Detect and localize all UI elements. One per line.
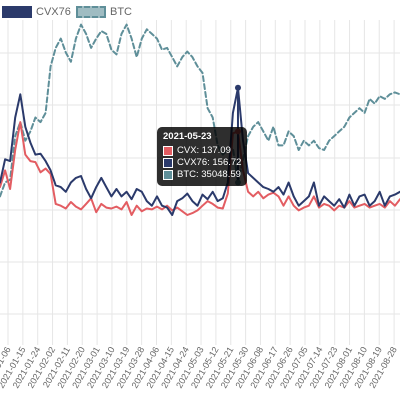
- series-line-cvx76: [0, 86, 400, 216]
- tooltip-row-cvx76: CVX76: 156.72: [163, 157, 241, 169]
- legend-item-cvx76[interactable]: CVX76: [2, 4, 71, 20]
- tooltip-swatch-cvx76: [163, 158, 173, 168]
- legend-label-btc: BTC: [110, 6, 132, 18]
- tooltip-swatch-btc: [163, 170, 173, 180]
- x-axis-ticks: 2021-01-062021-01-152021-01-242021-02-02…: [0, 345, 399, 390]
- tooltip-value-btc: BTC: 35048.59: [177, 169, 241, 180]
- chart-series: [0, 23, 400, 216]
- tooltip-row-cvx: CVX: 137.09: [163, 145, 241, 157]
- tooltip-row-btc: BTC: 35048.59: [163, 169, 241, 181]
- legend-item-btc[interactable]: BTC: [76, 4, 132, 20]
- tooltip-value-cvx: CVX: 137.09: [177, 145, 231, 156]
- series-line-btc: [0, 23, 400, 198]
- tooltip-date: 2021-05-23: [163, 131, 212, 142]
- tooltip-swatch-cvx: [163, 146, 173, 156]
- legend-swatch-btc: [76, 6, 106, 18]
- legend-swatch-cvx76: [2, 6, 32, 18]
- hover-point-cvx76[interactable]: [234, 84, 241, 91]
- legend-label-cvx76: CVX76: [36, 6, 71, 18]
- series-line-cvx: [0, 121, 400, 216]
- chart-tooltip: 2021-05-23 CVX: 137.09 CVX76: 156.72 BTC…: [157, 127, 248, 186]
- tooltip-value-cvx76: CVX76: 156.72: [177, 157, 242, 168]
